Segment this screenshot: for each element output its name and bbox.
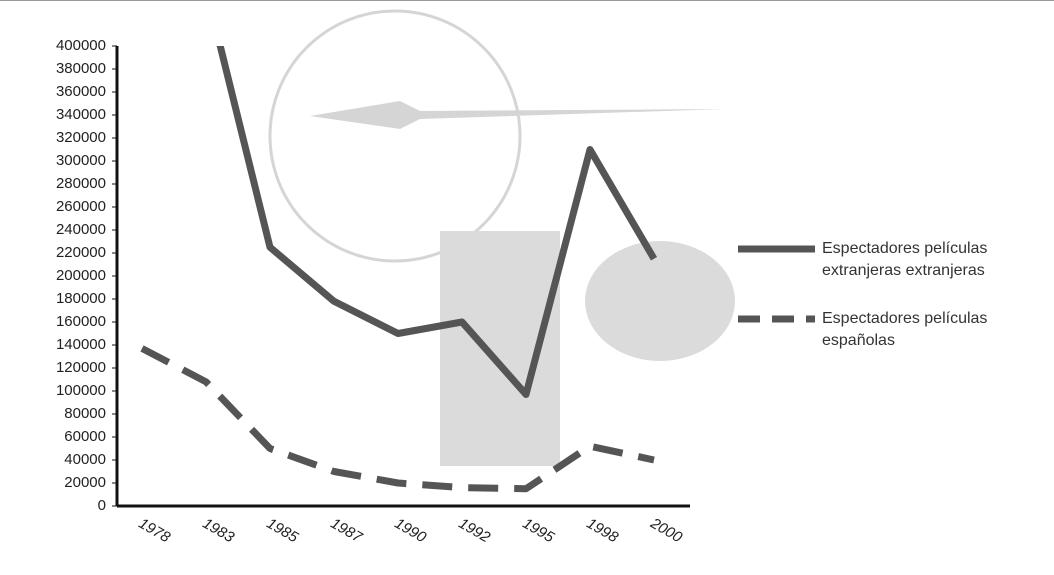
- y-tick-label: 100000: [56, 382, 106, 399]
- y-tick-label: 380000: [56, 60, 106, 77]
- x-tick-label: 1985: [264, 515, 302, 547]
- y-tick-label: 80000: [64, 405, 106, 422]
- y-tick-label: 180000: [56, 290, 106, 307]
- x-tick-label: 2000: [647, 514, 686, 546]
- x-tick-label: 1995: [520, 515, 558, 547]
- chart-wrap: 0 20000 40000 60000 80000 100000 120000 140000 1…: [0, 0, 1054, 575]
- series-line: [206, 1, 654, 394]
- y-tick-label: 340000: [56, 106, 106, 123]
- y-tick-label: 60000: [64, 428, 106, 445]
- series-line: [142, 348, 654, 488]
- background-illustration: [270, 11, 735, 466]
- y-tick-label: 0: [98, 497, 106, 514]
- legend-label: Espectadores películas extranjeras extra…: [822, 238, 1037, 282]
- y-tick-label: 220000: [56, 244, 106, 261]
- y-tick-label: 160000: [56, 313, 106, 330]
- y-tick-label: 400000: [56, 37, 106, 54]
- y-tick-label: 120000: [56, 359, 106, 376]
- x-tick-label: 1983: [200, 515, 238, 547]
- y-tick-label: 300000: [56, 152, 106, 169]
- y-tick-label: 360000: [56, 83, 106, 100]
- chart: 0 20000 40000 60000 80000 100000 120000 140000 1…: [0, 1, 1054, 575]
- y-tick-label: 200000: [56, 267, 106, 284]
- y-tick-label: 280000: [56, 175, 106, 192]
- y-tick-label: 240000: [56, 221, 106, 238]
- y-tick-label: 260000: [56, 198, 106, 215]
- x-tick-label: 1987: [328, 515, 366, 547]
- x-tick-label: 1998: [584, 515, 622, 547]
- y-tick-label: 320000: [56, 129, 106, 146]
- plot-area: [142, 1, 654, 489]
- y-tick-label: 40000: [64, 451, 106, 468]
- x-tick-label: 1990: [392, 515, 430, 547]
- x-tick-label: 1992: [456, 515, 494, 547]
- y-tick-label: 140000: [56, 336, 106, 353]
- legend-label: Espectadores películas españolas: [822, 308, 1037, 352]
- y-tick-label: 20000: [64, 474, 106, 491]
- x-tick-label: 1978: [136, 515, 174, 547]
